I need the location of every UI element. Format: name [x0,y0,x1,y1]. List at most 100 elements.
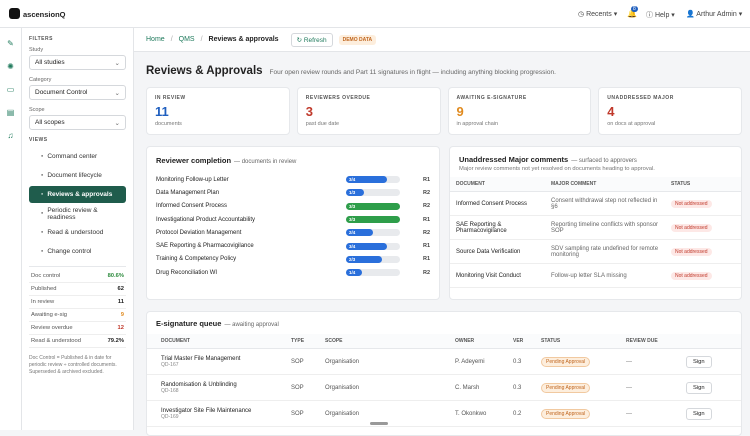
cell: Source Data Verification [450,239,545,264]
panel-header: Unaddressed Major comments — surfaced to … [450,155,741,164]
cell: 0.2 [507,400,535,427]
completion-row: SAE Reporting & Pharmacovigilance 3/4 R1 [156,239,430,252]
stat-row: Doc control 80.6% [29,270,126,283]
cell: Not addressed [665,215,741,240]
cell: SOP [285,374,319,401]
document-name: Monitoring Visit Conduct [456,272,521,279]
status-pill: Pending Approval [541,382,591,393]
stat-value: 11 [117,299,124,305]
document-name: Training & Competency Policy [156,256,237,263]
completion-row: Investigational Product Accountability 3/… [156,213,430,226]
recents[interactable]: ◷ Recents ▾ [578,11,618,18]
logo-icon [9,8,20,19]
progress-label: 3/4 [349,177,356,183]
filter-select[interactable]: Document Control ⌄ [29,85,126,100]
esig-table: DOCUMENT TYPE SCOPE OWNER VER STATUS REVIEW DU… [147,334,741,427]
cell: Follow-up letter SLA missing [545,263,665,288]
kpi-cards: IN REVIEW 11 documents REVIEWERS OVERDUE 3 pa… [146,87,742,135]
esignature-panel: E-signature queue — awaiting approval DOCU… [146,311,742,436]
stat-value: 12 [117,325,124,331]
comments-table: DOCUMENT MAJOR COMMENT STATUS Informed Cons… [450,177,741,288]
column-header [680,334,741,349]
column-header: DOCUMENT [450,177,545,192]
kpi-card: REVIEWERS OVERDUE 3 past due date [296,87,441,135]
view-label: Periodic review & readiness [47,206,98,221]
filter-select[interactable]: All studies ⌄ [29,55,126,70]
view-item[interactable]: ▪ Periodic review & readiness [29,205,126,222]
column-header: OWNER [449,334,507,349]
cell: — [620,374,680,401]
breadcrumb-item[interactable]: Home [146,36,165,43]
type: SOP [291,358,304,365]
cell: C. Marsh [449,374,507,401]
type: SOP [291,384,304,391]
completion-row: Protocol Deviation Management 2/4 R2 [156,226,430,239]
status-pill: Pending Approval [541,356,591,367]
cell: — [620,400,680,427]
progress-fill: 2/3 [346,255,382,263]
user-menu[interactable]: 👤 Arthur Admin ▾ [686,11,743,18]
filter-value: All scopes [35,119,65,126]
progress-fill: 3/4 [346,242,387,250]
progress-fill: 3/3 [346,216,400,224]
sign-button[interactable]: Sign [686,407,712,420]
view-item[interactable]: ▪ Document lifecycle [29,167,126,184]
help-label: Help [654,12,670,19]
sign-button[interactable]: Sign [686,381,712,394]
refresh-icon: ↻ [296,36,304,44]
progress-track: 2/3 [346,255,400,263]
sign-button[interactable]: Sign [686,355,712,368]
view-item[interactable]: ▪ Command center [29,148,126,165]
bullet: ▪ [41,229,44,236]
kpi-card: UNADDRESSED MAJOR 4 on docs at approval [598,87,742,135]
status-pill: Pending Approval [541,408,591,419]
comment-row: SAE Reporting & Pharmacovigilance Reporti… [450,215,741,240]
bullet: ▪ [41,172,44,179]
document-id: QD-167 [161,361,179,368]
kpi-sub: on docs at approval [607,121,656,127]
column-header: STATUS [535,334,620,349]
kpi-label: UNADDRESSED MAJOR [607,95,674,101]
progress-label: 2/3 [349,256,356,262]
progress-track: 1/4 [346,269,400,277]
round: R2 [422,269,430,276]
round: R1 [422,176,430,183]
breadcrumb-item[interactable]: QMS [178,36,195,43]
separator: / [200,36,203,43]
document-name: Investigational Product Accountability [156,216,256,223]
stat-row: In review 11 [29,296,126,309]
separator: / [170,36,173,43]
view-label: Document lifecycle [47,172,102,179]
kpi-label: AWAITING E-SIGNATURE [456,95,527,101]
help[interactable]: ⓘ Help ▾ [646,12,675,19]
comment-row: Informed Consent Process Consent withdraw… [450,191,741,216]
view-item[interactable]: ▪ Reviews & approvals [29,186,126,203]
header-row: DOCUMENT TYPE SCOPE OWNER VER STATUS REVIEW DU… [147,334,741,349]
kpi-value: 4 [607,104,615,119]
progress-fill: 3/3 [346,202,400,210]
ver: 0.3 [513,358,522,365]
notifications[interactable]: 🔔 [627,9,637,18]
top-bar: ascensionQ ◷ Recents ▾ 🔔 8 ⓘ Help ▾ 👤 Ar… [0,0,750,28]
view-item[interactable]: ▪ Change control [29,243,126,260]
document-name: Monitoring Follow-up Letter [156,176,229,183]
stat-label: Awaiting e-sig [31,312,67,318]
ver: 0.3 [513,384,522,391]
view-item[interactable]: ▪ Read & understood [29,224,126,241]
scope: Organisation [325,384,360,391]
round: R1 [422,243,430,250]
cell: SDV sampling rate undefined for remote m… [545,239,665,264]
recents-label: Recents [586,11,612,18]
refresh-button[interactable]: ↻ Refresh [290,32,333,47]
completion-row: Data Management Plan 1/3 R2 [156,186,430,199]
stat-row: Review overdue 12 [29,322,126,335]
cell: Consent withdrawal step not reflected in… [545,191,665,216]
completion-row: Informed Consent Process 3/3 R2 [156,200,430,213]
cell: Reporting timeline conflicts with sponso… [545,215,665,240]
cell: Investigator Site File Maintenance QD-169 [147,400,285,427]
progress-label: 3/4 [349,243,356,249]
progress-track: 3/4 [346,242,400,250]
filter-select[interactable]: All scopes ⌄ [29,115,126,130]
document-name: Investigator Site File Maintenance [161,407,252,414]
cell: Trial Master File Management QD-167 [147,348,285,375]
